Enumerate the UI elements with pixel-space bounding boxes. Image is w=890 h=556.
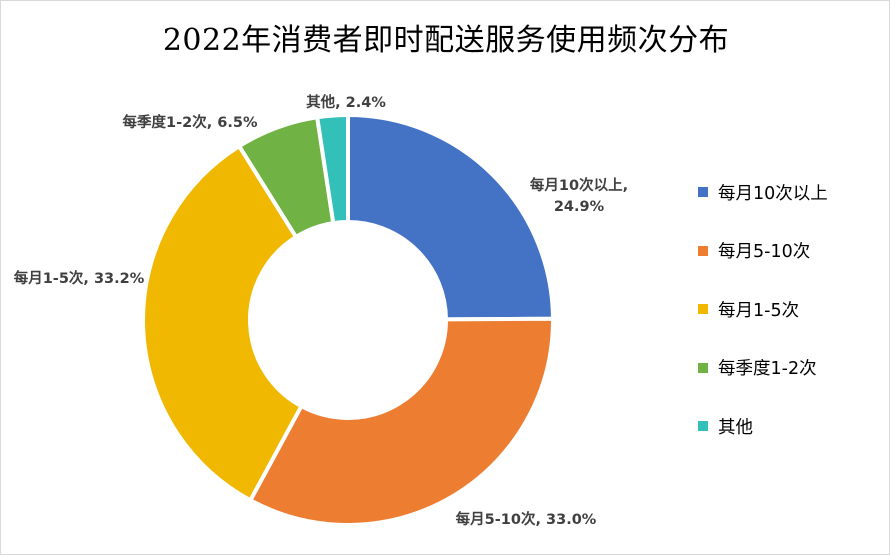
legend-item-2: 每月5-10次 <box>698 240 828 262</box>
legend-item-3: 每月1-5次 <box>698 298 828 321</box>
data-label-2: 每月5-10次, 33.0% <box>456 510 597 528</box>
legend-label-1: 每月10次以上 <box>718 183 828 204</box>
legend-swatch-4 <box>698 362 708 373</box>
donut-slice-2 <box>248 316 555 527</box>
donut-slice-1 <box>346 113 555 322</box>
legend-label-3: 每月1-5次 <box>718 300 800 321</box>
legend-item-4: 每季度1-2次 <box>698 357 828 379</box>
data-label-1: 每月10次以上, 24.9% <box>530 176 628 215</box>
legend-swatch-1 <box>698 187 708 197</box>
chart-title: 2022年消费者即时配送服务使用频次分布 <box>162 23 730 58</box>
chart-legend: 每月10次以上 每月5-10次 每月1-5次 每季度1-2次 其他 <box>698 181 828 474</box>
legend-swatch-2 <box>698 245 708 256</box>
data-label-3: 每月1-5次, 33.2% <box>14 269 145 287</box>
legend-item-1: 每月10次以上 <box>698 181 828 204</box>
legend-label-2: 每月5-10次 <box>718 242 811 262</box>
legend-label-5: 其他 <box>718 417 753 438</box>
donut-slice-3 <box>141 144 304 503</box>
legend-swatch-5 <box>698 421 708 431</box>
legend-label-4: 每季度1-2次 <box>718 359 817 379</box>
donut-slice-5 <box>315 113 350 226</box>
data-label-4: 每季度1-2次, 6.5% <box>123 113 258 131</box>
data-label-5: 其他, 2.4% <box>306 93 386 111</box>
legend-swatch-3 <box>698 304 708 314</box>
legend-item-5: 其他 <box>698 415 828 438</box>
